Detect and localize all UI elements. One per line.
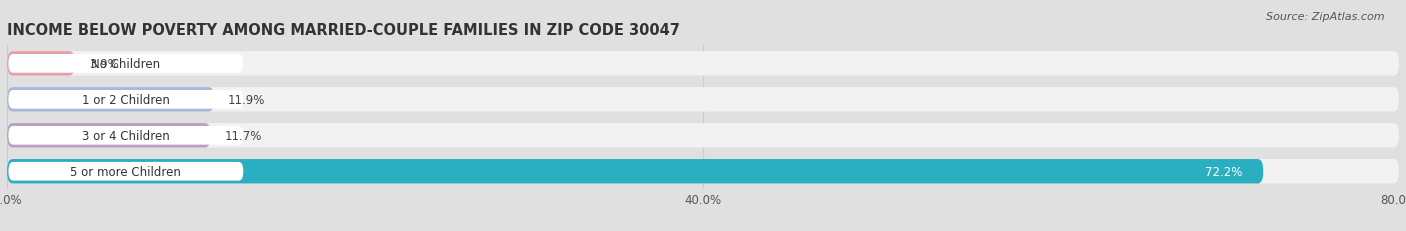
FancyBboxPatch shape: [7, 88, 214, 112]
FancyBboxPatch shape: [7, 159, 1399, 184]
Text: 11.7%: 11.7%: [225, 129, 262, 142]
FancyBboxPatch shape: [8, 162, 243, 181]
FancyBboxPatch shape: [7, 124, 1399, 148]
Text: 5 or more Children: 5 or more Children: [70, 165, 181, 178]
Text: 1 or 2 Children: 1 or 2 Children: [82, 93, 170, 106]
FancyBboxPatch shape: [7, 52, 1399, 76]
FancyBboxPatch shape: [8, 55, 243, 73]
FancyBboxPatch shape: [7, 52, 75, 76]
FancyBboxPatch shape: [7, 124, 211, 148]
Text: 11.9%: 11.9%: [228, 93, 266, 106]
Text: Source: ZipAtlas.com: Source: ZipAtlas.com: [1267, 12, 1385, 21]
Text: 3.9%: 3.9%: [89, 58, 118, 71]
FancyBboxPatch shape: [7, 159, 1263, 184]
Text: 72.2%: 72.2%: [1205, 165, 1243, 178]
Text: INCOME BELOW POVERTY AMONG MARRIED-COUPLE FAMILIES IN ZIP CODE 30047: INCOME BELOW POVERTY AMONG MARRIED-COUPL…: [7, 23, 681, 38]
FancyBboxPatch shape: [8, 91, 243, 109]
FancyBboxPatch shape: [7, 88, 1399, 112]
Text: No Children: No Children: [91, 58, 160, 71]
FancyBboxPatch shape: [8, 126, 243, 145]
Text: 3 or 4 Children: 3 or 4 Children: [82, 129, 170, 142]
